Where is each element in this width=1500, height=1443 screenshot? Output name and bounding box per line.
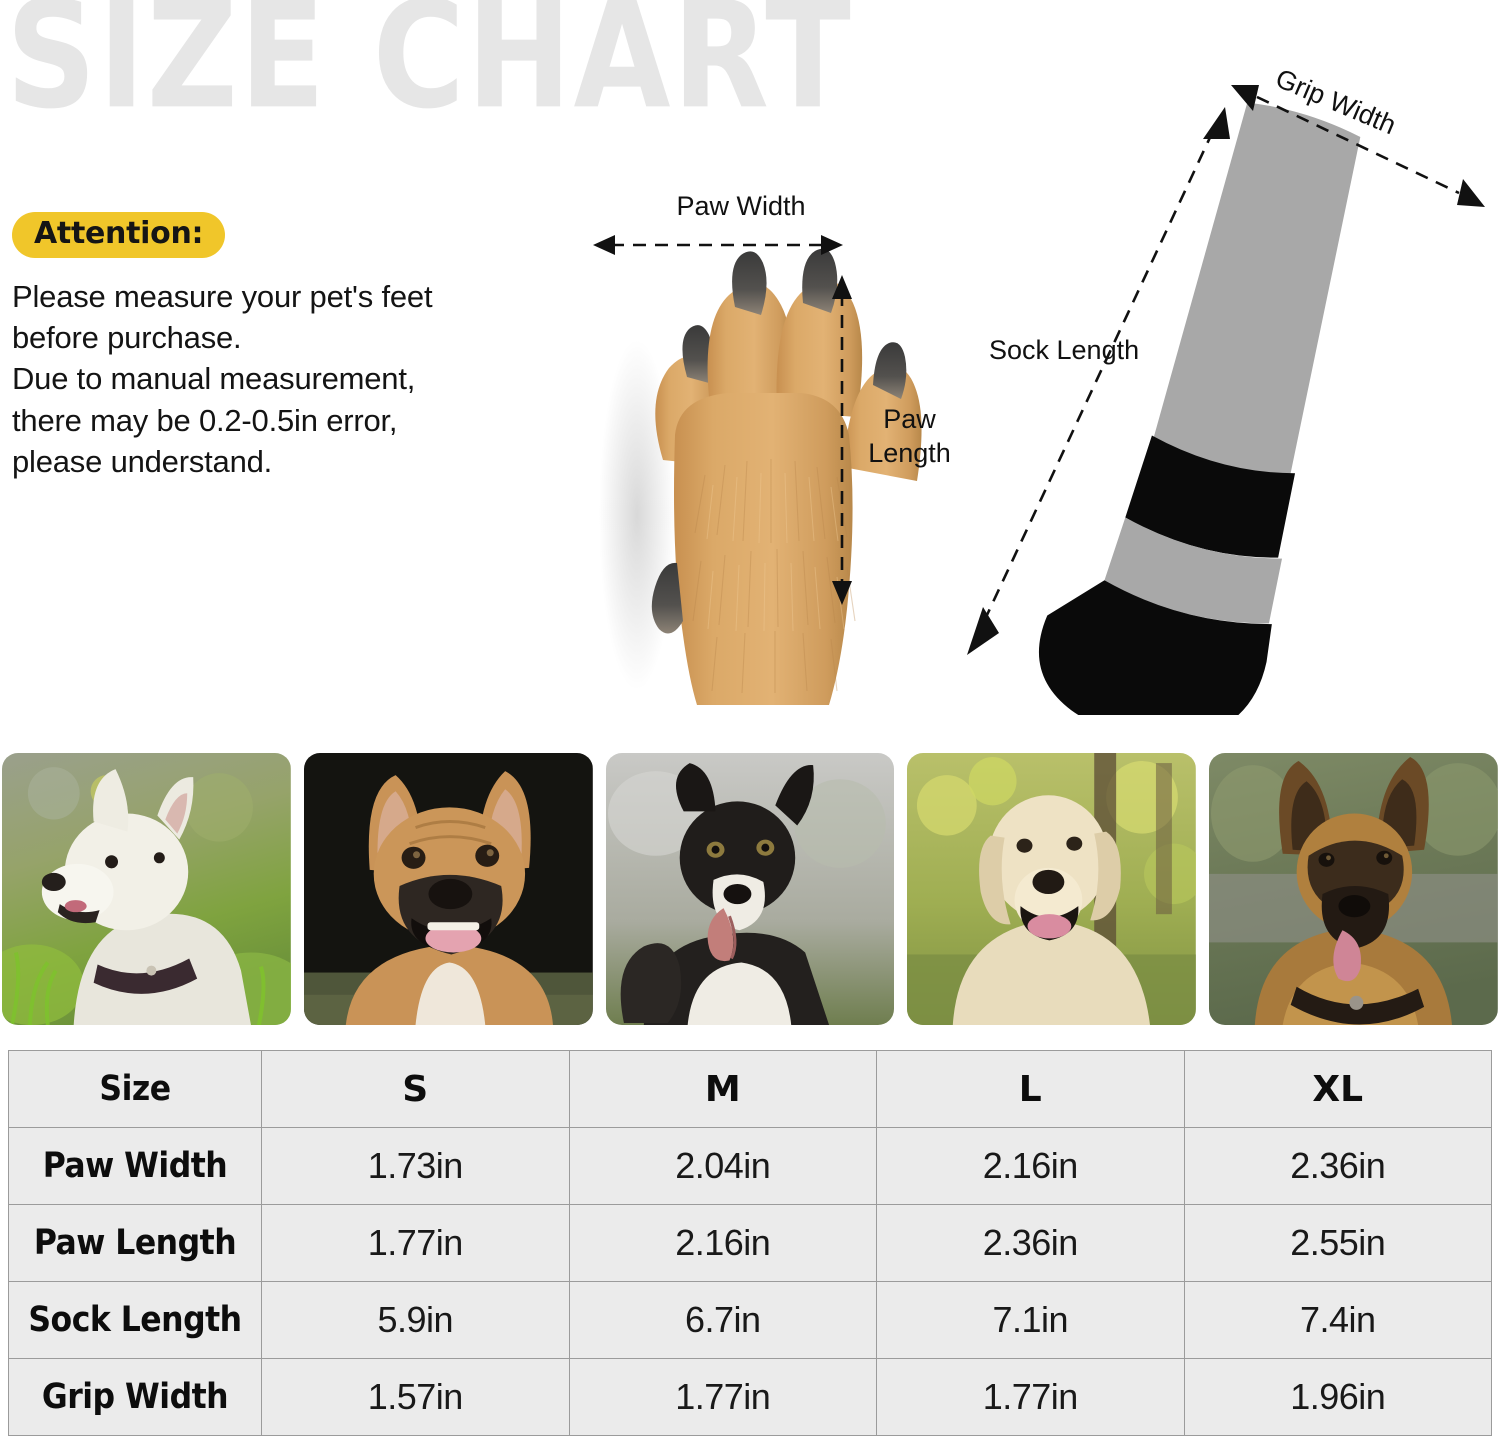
sock-length-arrow xyxy=(967,107,1230,655)
row-label-cell: Paw Width xyxy=(8,1127,262,1205)
cell-paw-length-m: 2.16in xyxy=(675,1222,771,1263)
cell-grip-width-l: 1.77in xyxy=(982,1376,1079,1417)
header-label-size: Size xyxy=(99,1069,171,1109)
dog-photo-strip xyxy=(0,753,1500,1025)
table-header-row: Size S M L XL xyxy=(8,1050,1492,1128)
cell-paw-width-s: 1.73in xyxy=(367,1145,464,1186)
row-label-paw-width: Paw Width xyxy=(42,1146,228,1186)
size-table: Size S M L XL Paw Width 1.73in 2.04in 2.… xyxy=(8,1050,1492,1436)
cell-paw-length-l: 2.36in xyxy=(982,1222,1079,1263)
table-header-cell-l: L xyxy=(876,1050,1185,1128)
table-row: Paw Width 1.73in 2.04in 2.16in 2.36in xyxy=(8,1127,1492,1205)
cell-paw-length-xl: 2.55in xyxy=(1290,1222,1386,1263)
paw-width-label: Paw Width xyxy=(676,191,806,221)
table-cell: 2.55in xyxy=(1183,1204,1492,1282)
paw-length-label: Paw Length xyxy=(868,404,951,468)
sock-measurement-diagram: Sock Length Grip Width xyxy=(945,35,1500,715)
row-label-sock-length: Sock Length xyxy=(28,1300,242,1340)
row-label-grip-width: Grip Width xyxy=(41,1377,229,1417)
table-header-cell-xl: XL xyxy=(1183,1050,1492,1128)
header-label-s: S xyxy=(402,1068,429,1110)
dog-photo-yellow-labrador-retriever xyxy=(907,753,1197,1025)
header-label-l: L xyxy=(1018,1068,1042,1110)
table-cell: 7.1in xyxy=(876,1281,1185,1359)
table-cell: 1.77in xyxy=(261,1204,570,1282)
cell-paw-width-l: 2.16in xyxy=(982,1145,1079,1186)
row-label-paw-length: Paw Length xyxy=(33,1223,237,1263)
table-row: Grip Width 1.57in 1.77in 1.77in 1.96in xyxy=(8,1358,1492,1436)
attention-badge: Attention: xyxy=(12,212,226,258)
header-label-xl: XL xyxy=(1312,1068,1364,1110)
attention-text: Please measure your pet's feet before pu… xyxy=(12,279,433,479)
cell-paw-width-xl: 2.36in xyxy=(1290,1145,1386,1186)
table-cell: 6.7in xyxy=(568,1281,877,1359)
dog-photo-west-highland-white-terrier xyxy=(2,753,291,1025)
cell-sock-length-m: 6.7in xyxy=(684,1299,761,1340)
table-cell: 1.77in xyxy=(876,1358,1185,1436)
cell-sock-length-s: 5.9in xyxy=(377,1299,454,1340)
table-row: Paw Length 1.77in 2.16in 2.36in 2.55in xyxy=(8,1204,1492,1282)
paw-measurement-diagram: Paw Width Paw Length xyxy=(585,185,975,705)
table-cell: 1.77in xyxy=(568,1358,877,1436)
dog-photo-border-collie xyxy=(605,753,895,1025)
paw-length-arrow xyxy=(832,275,852,605)
row-label-cell: Grip Width xyxy=(8,1358,262,1436)
cell-sock-length-xl: 7.4in xyxy=(1299,1299,1376,1340)
dog-photo-french-bulldog xyxy=(303,753,593,1025)
cell-grip-width-xl: 1.96in xyxy=(1290,1376,1386,1417)
table-cell: 2.16in xyxy=(876,1127,1185,1205)
cell-sock-length-l: 7.1in xyxy=(992,1299,1069,1340)
table-cell: 5.9in xyxy=(261,1281,570,1359)
table-cell: 2.36in xyxy=(876,1204,1185,1282)
cell-grip-width-s: 1.57in xyxy=(367,1376,464,1417)
table-cell: 7.4in xyxy=(1183,1281,1492,1359)
dog-photo-german-shepherd xyxy=(1209,753,1498,1025)
table-header-cell-size: Size xyxy=(8,1050,262,1128)
table-header-cell-s: S xyxy=(261,1050,570,1128)
cell-paw-length-s: 1.77in xyxy=(367,1222,464,1263)
row-label-cell: Paw Length xyxy=(8,1204,262,1282)
table-cell: 2.16in xyxy=(568,1204,877,1282)
page-title: SIZE CHART xyxy=(6,0,853,143)
row-label-cell: Sock Length xyxy=(8,1281,262,1359)
table-cell: 1.57in xyxy=(261,1358,570,1436)
sock-illustration xyxy=(1038,102,1361,715)
table-cell: 2.04in xyxy=(568,1127,877,1205)
paw-width-arrow xyxy=(593,235,843,255)
table-row: Sock Length 5.9in 6.7in 7.1in 7.4in xyxy=(8,1281,1492,1359)
attention-block: Attention: Please measure your pet's fee… xyxy=(12,212,582,482)
paw-photo xyxy=(599,248,922,705)
table-cell: 1.73in xyxy=(261,1127,570,1205)
table-cell: 1.96in xyxy=(1183,1358,1492,1436)
table-cell: 2.36in xyxy=(1183,1127,1492,1205)
cell-grip-width-m: 1.77in xyxy=(675,1376,771,1417)
table-header-cell-m: M xyxy=(568,1050,877,1128)
grip-width-arrow xyxy=(1231,85,1485,207)
header-label-m: M xyxy=(704,1068,741,1110)
cell-paw-width-m: 2.04in xyxy=(675,1145,771,1186)
